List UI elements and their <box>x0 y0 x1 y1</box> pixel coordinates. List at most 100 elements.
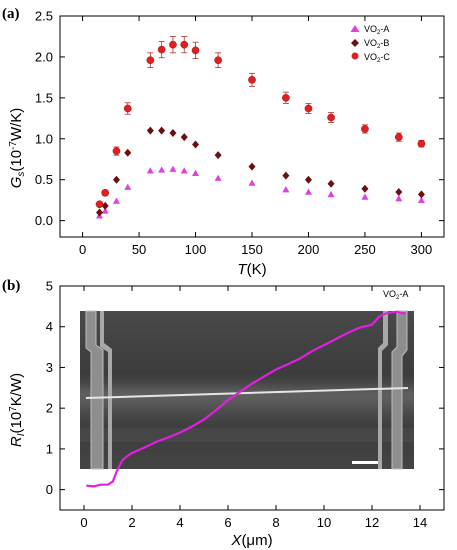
panel-a-markers <box>95 40 426 219</box>
panel-a-x-tick-label: 0 <box>79 242 86 257</box>
panel-a-plot-frame <box>59 15 445 238</box>
panel-b-y-tick-label: 3 <box>46 360 53 375</box>
data-point-vo2-a <box>327 190 335 198</box>
data-point-vo2-a <box>101 207 109 214</box>
panel-b-series-line-vo2-a <box>86 310 406 488</box>
data-point-vo2-c <box>282 94 290 102</box>
data-point-vo2-c <box>417 139 426 148</box>
data-point-vo2-b <box>417 190 425 199</box>
panel-a-x-tick-label: 300 <box>411 242 433 257</box>
panel-b-x-axis-label: X(μm) <box>230 532 272 549</box>
data-point-vo2-b <box>146 126 154 135</box>
panel-b-x-tick-label: 10 <box>317 515 331 530</box>
panel-b-y-tick-label: 1 <box>46 441 53 456</box>
panel-a-y-tick-label: 2.5 <box>35 9 53 24</box>
panel-b-x-tick-label: 6 <box>224 515 231 530</box>
sem-right-electrode <box>391 310 408 470</box>
panel-b-x-tick-label: 2 <box>128 515 135 530</box>
data-point-vo2-c <box>248 75 256 84</box>
data-point-vo2-c <box>304 104 313 113</box>
data-point-vo2-a <box>361 193 369 200</box>
legend-marker-vo2-c <box>351 52 359 60</box>
legend-marker-vo2-b <box>351 39 359 47</box>
panel-b-y-tick-label: 5 <box>46 279 53 294</box>
data-point-vo2-c <box>157 45 166 54</box>
data-point-vo2-a <box>417 196 425 203</box>
data-point-vo2-c <box>180 40 189 49</box>
legend-marker-vo2-a <box>350 25 360 32</box>
legend-label-vo2-b: VO2-B <box>364 38 389 50</box>
panel-b-y-tick-label: 4 <box>46 319 53 334</box>
panel-b-y-tick-label: 2 <box>46 401 53 416</box>
data-point-vo2-a <box>124 183 132 190</box>
data-point-vo2-c <box>101 188 110 197</box>
panel-a-ticks: 0 50 100 150 200 250 300 0.0 0.5 1.0 1.5 2.0 2.5 <box>35 9 444 257</box>
data-point-vo2-a <box>395 195 403 202</box>
panel-b-series-label: VO2-A <box>383 289 408 301</box>
data-point-vo2-a <box>248 179 256 186</box>
data-point-vo2-a <box>169 165 177 172</box>
panel-a-label: (a) <box>2 6 20 22</box>
panel-a-x-tick-label: 250 <box>354 242 376 257</box>
panel-a-x-tick-label: 150 <box>241 242 263 257</box>
panel-a-legend: VO2-A VO2-B VO2-C <box>350 24 390 64</box>
data-point-vo2-b <box>101 201 109 210</box>
data-point-vo2-a <box>146 167 154 174</box>
sem-left-electrode-outer <box>100 311 112 469</box>
data-point-vo2-b <box>96 208 104 217</box>
panel-a-x-tick-label: 50 <box>132 242 146 257</box>
data-point-vo2-a <box>112 197 120 204</box>
data-point-vo2-c <box>327 113 335 122</box>
sem-band-lower <box>80 428 414 442</box>
data-point-vo2-c <box>123 104 132 113</box>
data-point-vo2-b <box>248 162 256 171</box>
panel-b-x-tick-label: 4 <box>176 515 183 530</box>
data-point-vo2-b <box>282 171 290 180</box>
panel-a-y-axis-label: Gs(10-7W/K) <box>8 108 27 189</box>
sem-right-electrode-outer <box>378 311 388 469</box>
panel-a-y-tick-label: 2.0 <box>35 49 53 64</box>
panel-a-y-tick-label: 0.5 <box>35 172 53 187</box>
data-point-vo2-a <box>214 174 222 181</box>
sem-left-electrode <box>85 310 104 470</box>
data-point-vo2-b <box>361 184 369 193</box>
data-point-vo2-b <box>124 148 132 157</box>
panel-b-x-tick-label: 8 <box>272 515 279 530</box>
panel-a-x-tick-label: 200 <box>298 242 320 257</box>
panel-a-y-tick-label: 1.5 <box>35 90 53 105</box>
data-point-vo2-a <box>158 166 166 173</box>
data-point-vo2-a <box>180 167 188 174</box>
data-point-vo2-b <box>158 126 166 135</box>
data-point-vo2-c <box>146 56 155 65</box>
panel-b-x-tick-label: 0 <box>80 515 87 530</box>
legend-label-vo2-a: VO2-A <box>364 24 389 36</box>
panel-b-label: (b) <box>2 278 20 294</box>
data-point-vo2-b <box>112 175 120 184</box>
panel-a-x-tick-label: 100 <box>185 242 207 257</box>
data-point-vo2-b <box>395 187 403 196</box>
sem-nanoribbon <box>85 387 409 399</box>
legend-label-vo2-c: VO2-C <box>364 52 390 64</box>
data-point-vo2-b <box>192 140 200 149</box>
panel-b-x-tick-label: 14 <box>413 515 427 530</box>
data-point-vo2-b <box>327 179 335 188</box>
sem-scale-bar <box>352 461 378 464</box>
panel-b-y-axis-label: RI(107K/W) <box>8 373 27 447</box>
data-point-vo2-c <box>191 46 200 55</box>
panel-b-y-tick-label: 0 <box>46 482 53 497</box>
data-point-vo2-c <box>361 125 369 133</box>
data-point-vo2-b <box>169 129 177 138</box>
panel-a-x-axis-label: T(K) <box>237 261 266 278</box>
data-point-vo2-b <box>180 133 188 142</box>
data-point-vo2-c <box>394 133 403 141</box>
panel-a-y-tick-label: 0.0 <box>35 213 53 228</box>
panel-a-y-tick-label: 1.0 <box>35 131 53 146</box>
data-point-vo2-a <box>304 188 312 195</box>
data-point-vo2-a <box>282 186 290 193</box>
panel-a: (a) 0 50 100 150 200 250 300 0.0 0.5 1.0 1.5 2.0 2.5… <box>2 6 445 278</box>
data-point-vo2-b <box>304 175 312 184</box>
panel-b-x-tick-label: 12 <box>365 515 379 530</box>
